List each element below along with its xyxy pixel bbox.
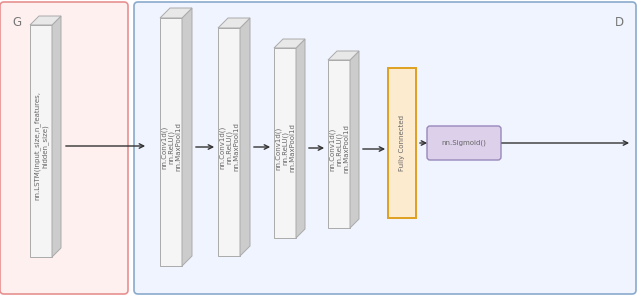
Polygon shape bbox=[160, 8, 192, 18]
Polygon shape bbox=[218, 28, 240, 256]
Polygon shape bbox=[52, 16, 61, 257]
Polygon shape bbox=[328, 60, 350, 228]
Polygon shape bbox=[296, 39, 305, 238]
Polygon shape bbox=[30, 25, 52, 257]
Polygon shape bbox=[182, 8, 192, 266]
Text: nn.Conv1d()
nn.ReLU()
nn.MaxPool1d: nn.Conv1d() nn.ReLU() nn.MaxPool1d bbox=[218, 123, 239, 171]
Polygon shape bbox=[218, 18, 250, 28]
Polygon shape bbox=[240, 18, 250, 256]
Polygon shape bbox=[328, 51, 359, 60]
Text: Fully Connected: Fully Connected bbox=[399, 115, 405, 171]
Polygon shape bbox=[274, 39, 305, 48]
FancyBboxPatch shape bbox=[0, 2, 128, 294]
FancyBboxPatch shape bbox=[427, 126, 501, 160]
Polygon shape bbox=[274, 48, 296, 238]
Text: nn.Conv1d()
nn.ReLU()
nn.MaxPool1d: nn.Conv1d() nn.ReLU() nn.MaxPool1d bbox=[275, 123, 296, 173]
Text: G: G bbox=[12, 16, 21, 29]
Text: D: D bbox=[615, 16, 624, 29]
Polygon shape bbox=[160, 18, 182, 266]
Polygon shape bbox=[350, 51, 359, 228]
Text: nn.LSTM(input_size,n_features,
hidden_size): nn.LSTM(input_size,n_features, hidden_si… bbox=[34, 91, 48, 201]
Text: nn.Conv1d()
nn.ReLU()
nn.MaxPool1d: nn.Conv1d() nn.ReLU() nn.MaxPool1d bbox=[328, 125, 349, 173]
FancyBboxPatch shape bbox=[134, 2, 636, 294]
Text: nn.Sigmoid(): nn.Sigmoid() bbox=[442, 140, 486, 146]
Text: nn.Conv1d()
nn.ReLU()
nn.MaxPool1d: nn.Conv1d() nn.ReLU() nn.MaxPool1d bbox=[161, 123, 182, 171]
Polygon shape bbox=[30, 16, 61, 25]
FancyBboxPatch shape bbox=[388, 68, 416, 218]
